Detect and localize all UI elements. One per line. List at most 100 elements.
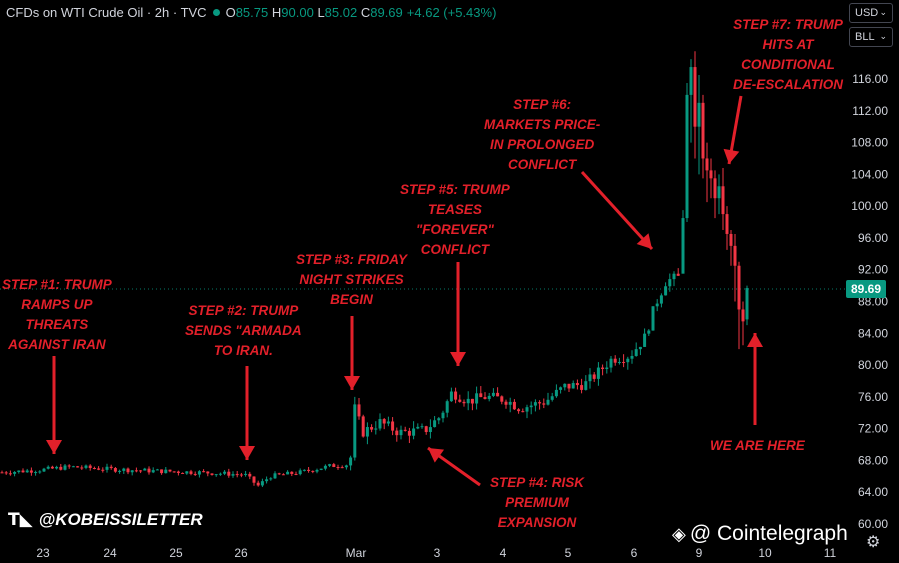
arrow-head xyxy=(239,446,255,460)
candle-body xyxy=(315,469,319,472)
candle-body xyxy=(361,416,365,437)
candle-body xyxy=(349,457,353,466)
candle-body xyxy=(84,465,88,468)
candle-body xyxy=(496,392,500,397)
candle-body xyxy=(307,469,311,471)
candle-body xyxy=(218,473,222,475)
candle-body xyxy=(332,464,336,468)
candle-body xyxy=(118,470,122,472)
low-label: L xyxy=(317,5,325,20)
candle-body xyxy=(508,401,512,405)
candle-body xyxy=(210,473,214,475)
cointelegraph-logo-icon: ◈ xyxy=(672,524,686,544)
settings-gear-icon[interactable]: ⚙ xyxy=(866,534,881,551)
low-value: 85.02 xyxy=(324,5,358,20)
price-axis[interactable]: 60.00 64.00 68.00 72.00 76.00 80.00 84.00 88.00… xyxy=(851,72,888,531)
candle-body xyxy=(433,420,437,428)
candle-body xyxy=(737,265,741,310)
candle-body xyxy=(721,186,725,215)
candle-body xyxy=(717,186,721,199)
candle-body xyxy=(202,471,206,473)
candle-body xyxy=(701,102,705,159)
x-tick-label: 9 xyxy=(696,546,703,560)
x-tick-label: 4 xyxy=(500,546,507,560)
candle-body xyxy=(475,393,479,404)
candle-body xyxy=(302,469,306,471)
arrow-head xyxy=(450,352,466,366)
candle-body xyxy=(290,471,294,474)
annotation-step2: STEP #2: TRUMP SENDS "ARMADA TO IRAN. xyxy=(185,303,302,358)
candle-body xyxy=(672,273,676,280)
candle-body xyxy=(101,469,105,471)
candle-body xyxy=(617,361,621,363)
candle-body xyxy=(689,67,693,95)
candle-body xyxy=(311,470,315,472)
candle-body xyxy=(252,476,256,483)
candle-body xyxy=(487,395,491,399)
candle-body xyxy=(193,473,197,475)
chart-legend: CFDs on WTI Crude Oil · 2h · TVC O85.75 H… xyxy=(6,5,496,20)
candle-body xyxy=(92,468,96,470)
candle-body xyxy=(399,429,403,436)
close-label: C xyxy=(360,5,371,20)
candle-body xyxy=(29,470,33,473)
unit-select[interactable]: BLL ⌄ xyxy=(849,27,893,47)
symbol-title[interactable]: CFDs on WTI Crude Oil · 2h · TVC xyxy=(6,5,207,20)
candle-body xyxy=(622,361,626,363)
candle-body xyxy=(164,469,168,474)
candle-body xyxy=(416,426,420,429)
candle-body xyxy=(160,469,164,474)
candle-body xyxy=(63,465,67,470)
candle-body xyxy=(344,465,348,468)
y-tick-label: 68.00 xyxy=(858,453,888,467)
arrow-head xyxy=(636,233,652,249)
candle-body xyxy=(664,286,668,296)
chevron-down-icon: ⌄ xyxy=(879,7,887,17)
currency-select[interactable]: USD ⌄ xyxy=(849,3,893,23)
candle-body xyxy=(286,471,290,475)
candle-body xyxy=(76,466,80,468)
y-tick-label: 112.00 xyxy=(852,104,888,118)
candle-body xyxy=(466,398,470,404)
candle-body xyxy=(424,426,428,433)
y-tick-label: 76.00 xyxy=(858,390,888,404)
y-tick-label: 60.00 xyxy=(858,517,888,531)
candle-body xyxy=(500,396,504,402)
arrow-head xyxy=(747,333,763,347)
candle-body xyxy=(122,468,126,471)
candle-body xyxy=(227,471,231,476)
unit-value: BLL xyxy=(855,31,875,43)
open-value: 85.75 xyxy=(235,5,269,20)
annotation-arrows xyxy=(46,95,763,487)
change-value: +4.62 (+5.43%) xyxy=(406,5,497,20)
candle-body xyxy=(681,218,685,274)
candle-body xyxy=(189,471,193,474)
candle-body xyxy=(655,303,659,307)
arrow-head xyxy=(428,448,445,463)
candle-body xyxy=(71,466,75,468)
candle-body xyxy=(559,387,563,390)
candle-body xyxy=(605,367,609,370)
candle-body xyxy=(567,383,571,389)
candle-body xyxy=(294,473,298,475)
annotation-step1: STEP #1: TRUMP RAMPS UP THREATS AGAINST … xyxy=(2,277,112,352)
candle-body xyxy=(705,158,709,171)
candle-body xyxy=(395,430,399,436)
candle-body xyxy=(609,358,613,368)
candle-body xyxy=(328,464,332,466)
candle-body xyxy=(521,411,525,413)
candle-body xyxy=(745,288,749,320)
x-tick-label: 24 xyxy=(103,546,117,560)
candle-body xyxy=(462,401,466,404)
candle-body xyxy=(529,405,533,408)
candle-body xyxy=(298,470,302,475)
candle-body xyxy=(525,407,529,412)
y-tick-label: 80.00 xyxy=(858,358,888,372)
x-tick-label: Mar xyxy=(346,546,367,560)
candle-body xyxy=(550,396,554,400)
candle-body xyxy=(206,471,210,474)
time-axis[interactable]: 23 24 25 26 Mar 3 4 5 6 9 10 11 xyxy=(36,546,836,560)
y-tick-label: 88.00 xyxy=(858,295,888,309)
candle-body xyxy=(214,474,218,476)
